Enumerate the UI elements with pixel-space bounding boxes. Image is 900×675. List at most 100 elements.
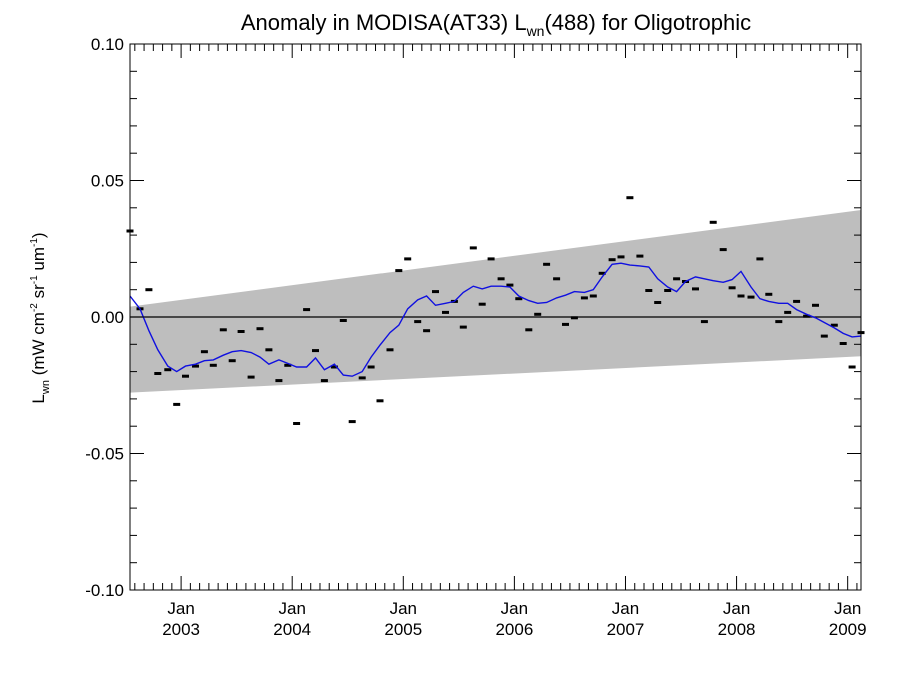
y-label-unit: ) [29, 232, 48, 238]
data-point [700, 320, 708, 324]
x-tick-month-label: Jan [167, 599, 194, 618]
data-point [256, 327, 264, 331]
data-point [367, 365, 375, 369]
x-tick-year-label: 2006 [495, 620, 533, 639]
x-tick-year-label: 2004 [273, 620, 311, 639]
data-point [209, 363, 217, 367]
data-point [312, 349, 319, 353]
data-point [247, 375, 255, 379]
y-axis-label: Lwn (mW cm-2 sr-1 um-1) [29, 232, 52, 403]
y-tick-label: 0.00 [91, 308, 124, 327]
data-point [487, 257, 495, 261]
data-point [830, 323, 838, 327]
y-label-unit: sr [29, 284, 48, 303]
data-point [673, 277, 681, 281]
data-point [793, 299, 801, 303]
data-point [339, 319, 347, 322]
data-point [376, 399, 384, 403]
y-label-superscript: -2 [29, 303, 40, 312]
data-point [459, 325, 467, 329]
data-point [654, 301, 662, 304]
data-point [562, 322, 569, 326]
data-point [182, 374, 189, 378]
data-point [636, 254, 644, 258]
x-tick-month-label: Jan [278, 599, 305, 618]
chart-title-suffix: (488) for Oligotrophic [544, 10, 751, 35]
data-point [320, 379, 328, 383]
data-point [330, 365, 338, 369]
data-point [265, 348, 273, 352]
data-point [386, 348, 394, 352]
data-point [664, 289, 672, 292]
data-point [275, 379, 283, 383]
x-tick-month-label: Jan [612, 599, 639, 618]
data-point [553, 277, 561, 281]
data-point [154, 372, 162, 375]
y-tick-label: 0.05 [91, 172, 124, 191]
data-point [515, 297, 523, 301]
data-point [645, 289, 653, 292]
y-label-base: L [29, 394, 48, 403]
data-point [192, 364, 199, 368]
y-label-superscript: -1 [29, 238, 40, 247]
data-point [469, 246, 477, 250]
data-point [820, 334, 828, 338]
data-point [534, 312, 542, 316]
data-point [756, 257, 764, 261]
chart-title: Anomaly in MODISA(AT33) Lwn(488) for Oli… [241, 10, 751, 39]
chart-title-prefix: Anomaly in MODISA(AT33) L [241, 10, 527, 35]
data-point [589, 294, 597, 298]
data-point [728, 286, 736, 290]
y-label-subscript: wn [40, 380, 52, 395]
data-point [626, 196, 634, 200]
data-point [737, 294, 745, 298]
data-point [570, 316, 578, 320]
data-point [784, 310, 792, 314]
y-tick-label: -0.05 [85, 445, 124, 464]
data-point [404, 257, 412, 261]
data-point [442, 310, 449, 314]
data-point [284, 363, 292, 367]
data-point [803, 314, 811, 318]
x-tick-month-label: Jan [390, 599, 417, 618]
x-tick-year-label: 2005 [384, 620, 422, 639]
data-point [692, 287, 699, 291]
data-point [293, 422, 301, 425]
data-point [200, 350, 208, 354]
x-tick-month-label: Jan [834, 599, 861, 618]
data-point [432, 290, 439, 294]
data-point [164, 368, 172, 372]
data-point [145, 288, 153, 292]
data-point [719, 248, 727, 252]
data-point [423, 329, 431, 333]
y-label-superscript: -1 [29, 275, 40, 284]
data-point [358, 376, 366, 380]
data-point [414, 320, 422, 324]
y-label-unit: (mW cm [29, 312, 48, 380]
y-tick-label: 0.10 [91, 35, 124, 54]
x-tick-year-label: 2008 [718, 620, 756, 639]
data-point [848, 365, 856, 369]
x-tick-year-label: 2007 [607, 620, 645, 639]
smoothed-anomaly-line [129, 262, 862, 377]
data-point [395, 269, 403, 273]
x-tick-month-label: Jan [501, 599, 528, 618]
data-point [580, 296, 588, 300]
data-point [747, 295, 755, 299]
data-point [237, 330, 245, 333]
data-point [812, 303, 819, 307]
y-label-unit: um [29, 247, 48, 275]
plot-area: 0.10 0.05 0.00 -0.05 -0.10 Jan 2003 Jan 2004 Jan 2… [85, 35, 866, 639]
confidence-band [130, 209, 861, 393]
data-point [228, 359, 236, 363]
data-point [303, 308, 311, 312]
data-point [617, 255, 625, 259]
data-point [525, 328, 533, 332]
data-point [478, 302, 486, 306]
data-point [839, 342, 847, 345]
y-tick-label: -0.10 [85, 581, 124, 600]
x-tick-year-label: 2009 [829, 620, 867, 639]
x-tick-month-label: Jan [723, 599, 750, 618]
data-point [543, 262, 551, 266]
